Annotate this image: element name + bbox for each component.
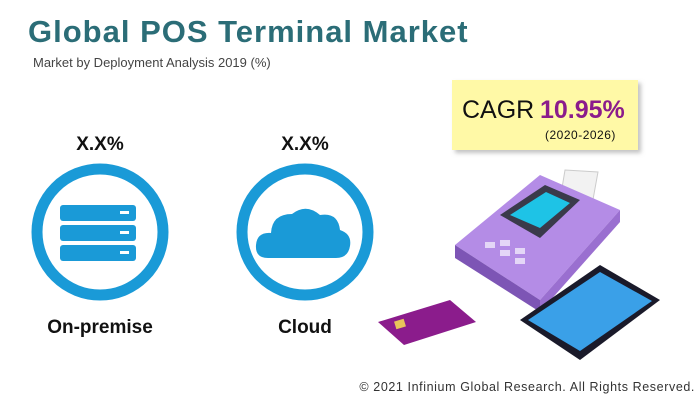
cagr-value: 10.95% bbox=[540, 96, 625, 124]
segment-label: On-premise bbox=[47, 317, 153, 338]
server-icon bbox=[60, 205, 136, 261]
segment-value: X.X% bbox=[281, 134, 329, 155]
segment-ring bbox=[236, 163, 374, 301]
subtitle: Market by Deployment Analysis 2019 (%) bbox=[33, 55, 271, 70]
cloud-icon bbox=[255, 208, 351, 258]
title: Global POS Terminal Market bbox=[28, 14, 469, 49]
segment-ring bbox=[31, 163, 169, 301]
segment-label: Cloud bbox=[278, 317, 332, 338]
cagr-label: CAGR bbox=[462, 96, 534, 124]
footer: © 2021 Infinium Global Research. All Rig… bbox=[359, 380, 695, 394]
segment-value: X.X% bbox=[76, 134, 124, 155]
cagr-box bbox=[452, 80, 638, 150]
pos-illustration bbox=[378, 169, 660, 360]
cagr-period: (2020-2026) bbox=[545, 128, 616, 142]
